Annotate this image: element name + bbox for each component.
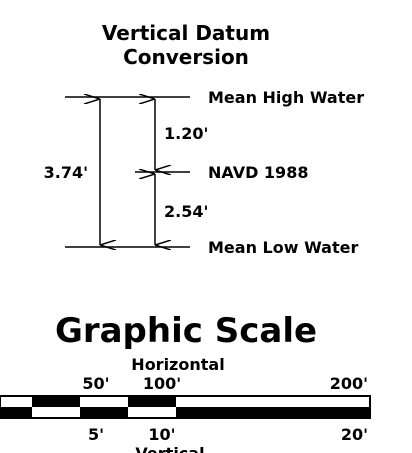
scale-title: Graphic Scale [55,311,317,351]
scale-label: Horizontal [131,355,224,374]
title: Vertical Datum [102,21,270,45]
tick-label: 5' [88,425,104,444]
measurement: 3.74' [44,163,88,182]
title: Conversion [123,45,249,69]
datum-label: NAVD 1988 [208,163,308,182]
tick-label: 50' [82,374,109,393]
measurement: 1.20' [164,124,208,143]
measurement: 2.54' [164,202,208,221]
tick-label: 10' [148,425,175,444]
datum-label: Mean High Water [208,88,364,107]
tick-label: 200' [330,374,368,393]
tick-label: 100' [143,374,181,393]
tick-label: 20' [341,425,368,444]
scale-label: Vertical [135,444,204,453]
scale-bar [0,395,371,419]
datum-label: Mean Low Water [208,238,358,257]
